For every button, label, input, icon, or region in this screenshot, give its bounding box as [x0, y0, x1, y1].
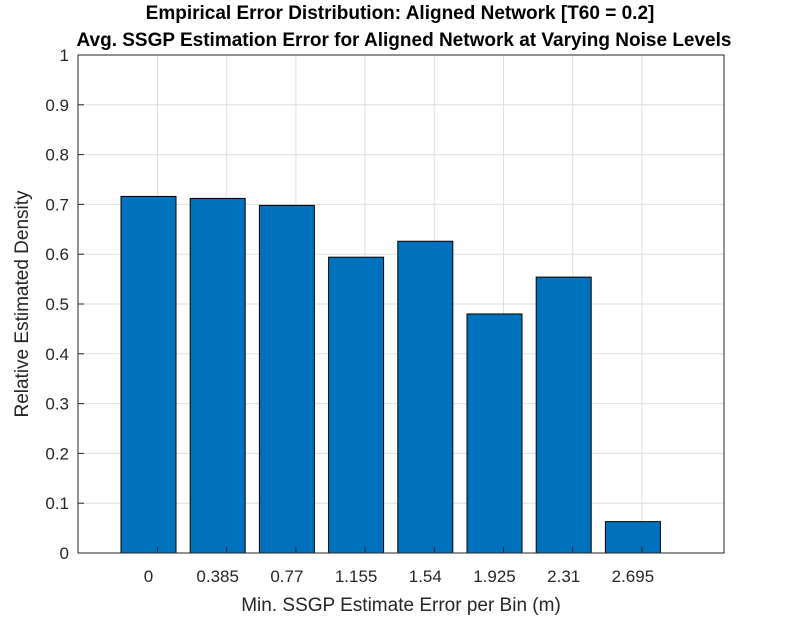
x-tick-label: 0	[144, 567, 153, 586]
bar	[397, 240, 454, 554]
bars	[120, 195, 661, 554]
y-tick-label: 0.1	[45, 494, 69, 513]
y-tick-label: 0.4	[45, 345, 69, 364]
bar	[328, 256, 385, 554]
y-ticks: 0 0.1 0.2 0.3 0.4 0.5 0.6 0.7 0.8 0.9 1	[45, 46, 84, 563]
x-tick-label: 1.155	[335, 567, 378, 586]
x-tick-label: 1.54	[409, 567, 442, 586]
bar	[258, 204, 315, 554]
y-tick-label: 0	[60, 544, 69, 563]
x-tick-label: 2.31	[547, 567, 580, 586]
bar	[466, 313, 523, 554]
x-axis-label: Min. SSGP Estimate Error per Bin (m)	[241, 595, 561, 616]
y-tick-label: 1	[60, 46, 69, 65]
y-tick-label: 0.6	[45, 245, 69, 264]
x-tick-label: 0.77	[270, 567, 303, 586]
x-ticks: 0 0.385 0.77 1.155 1.54 1.925 2.31 2.695	[144, 547, 654, 586]
bar	[604, 521, 661, 554]
bar	[535, 276, 592, 554]
y-tick-label: 0.5	[45, 295, 69, 314]
y-tick-label: 0.9	[45, 96, 69, 115]
x-tick-label: 0.385	[196, 567, 239, 586]
y-tick-label: 0.3	[45, 395, 69, 414]
y-axis-label: Relative Estimated Density	[12, 190, 33, 418]
chart-title: Empirical Error Distribution: Aligned Ne…	[146, 3, 655, 24]
y-tick-label: 0.7	[45, 195, 69, 214]
bar	[189, 197, 246, 554]
bar	[120, 195, 177, 554]
x-tick-label: 2.695	[612, 567, 655, 586]
x-tick-label: 1.925	[473, 567, 516, 586]
y-tick-label: 0.2	[45, 444, 69, 463]
y-tick-label: 0.8	[45, 146, 69, 165]
chart-subtitle: Avg. SSGP Estimation Error for Aligned N…	[77, 30, 732, 51]
